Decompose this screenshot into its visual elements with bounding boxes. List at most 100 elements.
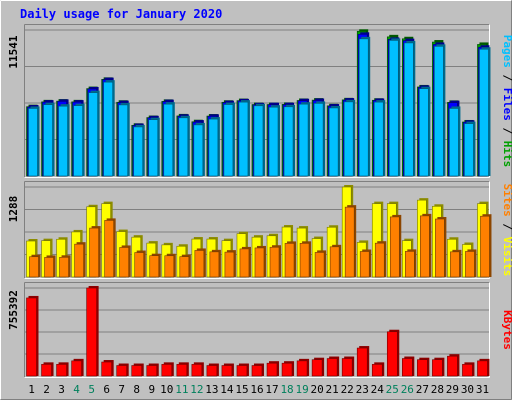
bar-pages-day-8 — [133, 124, 145, 177]
day-1-bars — [26, 104, 40, 177]
day-24-bars — [371, 98, 386, 177]
bar-kbytes-day-27-face — [417, 359, 428, 377]
bar-sites-day-22 — [344, 205, 357, 278]
bar-kbytes-day-25-face — [386, 331, 398, 377]
day-28-bars — [432, 357, 445, 377]
bar-sites-day-14 — [224, 250, 236, 278]
day-22-bars — [341, 185, 357, 278]
bar-sites-day-10 — [164, 253, 176, 278]
bar-kbytes-day-8-face — [131, 365, 143, 377]
bar-sites-day-23 — [359, 249, 372, 278]
bar-kbytes-day-13 — [206, 363, 219, 377]
day-31-bars — [477, 42, 491, 177]
x-label-day-10: 10 — [160, 383, 173, 396]
legend-sites: Sites — [501, 184, 512, 217]
day-4-bars — [71, 229, 86, 278]
bar-kbytes-day-25 — [386, 329, 400, 377]
bar-sites-day-8-face — [134, 252, 145, 278]
day-31-bars — [477, 201, 492, 278]
bar-sites-day-5-face — [89, 227, 99, 278]
bar-kbytes-day-11 — [176, 362, 189, 377]
day-17-bars — [266, 102, 281, 177]
bar-pages-day-13 — [208, 117, 220, 177]
panel-hits-files-pages: 11541 Pages / Files / Hits — [7, 24, 512, 178]
day-4-bars — [71, 99, 85, 177]
day-15-bars — [236, 231, 251, 278]
day-31-bars — [477, 358, 490, 377]
day-11-bars — [176, 362, 189, 377]
bar-pages-day-18 — [283, 104, 296, 177]
x-label-day-24: 24 — [371, 383, 385, 396]
bar-kbytes-day-12-face — [191, 364, 203, 377]
x-label-day-26: 26 — [401, 383, 414, 396]
day-21-bars — [326, 103, 341, 177]
bar-kbytes-day-14 — [221, 363, 234, 377]
bar-kbytes-day-1 — [26, 295, 39, 377]
bar-sites-day-28 — [435, 217, 447, 278]
day-13-bars — [206, 363, 219, 377]
day-12-bars — [191, 237, 206, 278]
bar-sites-day-1-face — [29, 256, 39, 278]
legend-files: Files — [501, 88, 512, 121]
bar-pages-day-23-face — [358, 38, 369, 177]
bar-pages-day-5 — [88, 90, 100, 177]
bar-pages-day-30-face — [464, 123, 474, 177]
bar-kbytes-day-30 — [462, 362, 475, 377]
x-label-day-2: 2 — [43, 383, 50, 396]
bar-kbytes-day-7 — [116, 363, 129, 377]
chart-title: Daily usage for January 2020 — [20, 7, 222, 21]
bar-sites-day-18 — [284, 241, 297, 278]
bar-pages-day-24-face — [373, 101, 384, 177]
x-label-day-11: 11 — [175, 383, 188, 396]
bar-kbytes-day-9 — [146, 363, 159, 377]
day-18-bars — [281, 225, 297, 278]
bar-pages-day-27 — [419, 86, 431, 177]
x-label-day-31: 31 — [476, 383, 489, 396]
day-21-bars — [326, 225, 342, 278]
bar-sites-day-26 — [405, 249, 417, 278]
bar-sites-day-31-face — [480, 215, 490, 278]
bar-sites-day-20 — [314, 250, 327, 278]
bar-kbytes-day-28-face — [432, 359, 443, 377]
bar-pages-day-28-face — [434, 46, 444, 177]
bar-pages-day-10-face — [163, 103, 174, 177]
bar-sites-day-25 — [389, 214, 402, 278]
bar-pages-day-6 — [103, 80, 115, 177]
bar-kbytes-day-9-face — [146, 365, 158, 377]
bar-kbytes-day-21 — [326, 356, 340, 377]
bar-pages-day-1-face — [28, 108, 38, 177]
day-1-bars — [26, 239, 41, 278]
day-10-bars — [161, 242, 176, 278]
day-13-bars — [206, 237, 221, 278]
x-label-day-28: 28 — [431, 383, 444, 396]
day-4-bars — [71, 358, 84, 377]
bar-kbytes-day-19-face — [296, 360, 308, 377]
bar-kbytes-day-16 — [251, 363, 264, 377]
bar-pages-day-29-face — [449, 108, 459, 177]
day-7-bars — [116, 229, 131, 278]
day-2-bars — [41, 99, 55, 177]
bar-pages-day-4-face — [73, 105, 83, 177]
bar-pages-day-19-face — [298, 103, 309, 177]
bar-pages-day-2 — [43, 102, 55, 177]
bar-kbytes-day-26-face — [402, 358, 413, 377]
bar-sites-day-15 — [239, 246, 251, 278]
bar-kbytes-day-14-face — [221, 365, 233, 377]
bar-sites-day-25-face — [389, 216, 400, 278]
x-label-day-1: 1 — [28, 383, 35, 396]
bar-pages-day-15-face — [238, 101, 249, 177]
day-21-bars — [326, 356, 340, 377]
day-29-bars — [447, 354, 460, 377]
bar-sites-day-11-face — [179, 256, 190, 278]
panel-max-label: 11541 — [7, 35, 20, 68]
bar-pages-day-20-face — [313, 103, 324, 177]
panel-series-legend: KBytes — [501, 310, 512, 350]
x-label-day-13: 13 — [205, 383, 218, 396]
bar-sites-day-30-face — [465, 251, 475, 278]
bar-kbytes-day-20 — [311, 357, 325, 377]
bar-pages-day-28 — [434, 44, 446, 177]
day-7-bars — [116, 363, 129, 377]
bar-kbytes-day-1-face — [26, 297, 37, 377]
day-3-bars — [56, 362, 69, 377]
bar-pages-day-3 — [58, 104, 70, 177]
